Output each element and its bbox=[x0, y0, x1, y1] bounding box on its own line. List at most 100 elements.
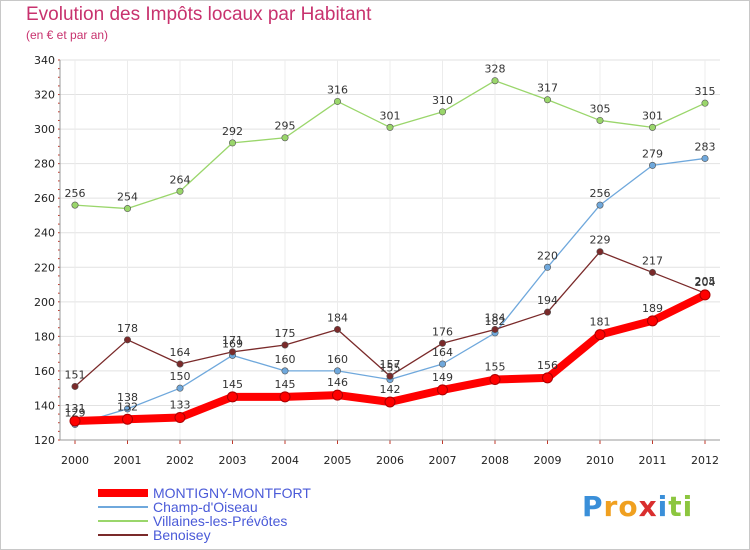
data-point bbox=[122, 413, 133, 425]
x-tick-label: 2002 bbox=[166, 454, 194, 467]
data-label: 295 bbox=[275, 120, 296, 133]
data-label: 182 bbox=[485, 315, 506, 328]
logo-letter: P bbox=[582, 490, 604, 523]
data-point bbox=[124, 336, 132, 344]
data-point bbox=[124, 205, 132, 213]
data-label: 220 bbox=[537, 249, 558, 262]
legend-swatch bbox=[98, 489, 148, 497]
data-label: 184 bbox=[327, 311, 348, 324]
data-label: 328 bbox=[485, 63, 506, 76]
x-tick-label: 2011 bbox=[639, 454, 667, 467]
data-label: 292 bbox=[222, 125, 243, 138]
data-point bbox=[438, 339, 446, 347]
legend-item: MONTIGNY-MONTFORT bbox=[98, 486, 311, 500]
data-point bbox=[542, 372, 553, 384]
legend-item: Villaines-les-Prévôtes bbox=[98, 514, 311, 528]
data-label: 194 bbox=[537, 294, 558, 307]
data-point bbox=[491, 77, 499, 85]
chart-subtitle: (en € et par an) bbox=[26, 28, 109, 42]
logo-letter: i bbox=[682, 490, 694, 523]
data-point bbox=[647, 315, 658, 327]
data-label: 156 bbox=[537, 359, 558, 372]
data-label: 149 bbox=[432, 371, 453, 384]
data-point bbox=[596, 116, 604, 124]
data-label: 279 bbox=[642, 147, 663, 160]
data-point bbox=[176, 187, 184, 195]
logo-letter: t bbox=[668, 490, 683, 523]
data-point bbox=[71, 201, 79, 209]
data-point bbox=[489, 374, 501, 386]
y-tick-label: 180 bbox=[34, 330, 55, 343]
data-label: 301 bbox=[380, 109, 401, 122]
data-label: 171 bbox=[222, 334, 243, 347]
data-label: 129 bbox=[65, 406, 86, 419]
data-point bbox=[124, 405, 132, 413]
legend-swatch bbox=[98, 534, 148, 536]
data-point bbox=[384, 396, 396, 408]
data-point bbox=[438, 108, 446, 116]
data-point bbox=[333, 367, 341, 375]
data-label: 164 bbox=[432, 346, 453, 359]
data-label: 157 bbox=[380, 358, 401, 371]
data-label: 176 bbox=[432, 325, 453, 338]
data-point bbox=[648, 268, 656, 276]
data-label: 131 bbox=[65, 402, 86, 415]
x-tick-label: 2006 bbox=[376, 454, 404, 467]
legend-swatch bbox=[98, 506, 148, 508]
data-point bbox=[281, 134, 289, 142]
data-label: 133 bbox=[170, 399, 191, 412]
data-label: 310 bbox=[432, 94, 453, 107]
y-tick-label: 340 bbox=[34, 54, 55, 67]
x-tick-label: 2004 bbox=[271, 454, 299, 467]
data-point bbox=[596, 201, 604, 209]
data-point bbox=[596, 248, 604, 256]
data-point bbox=[648, 161, 656, 169]
data-label: 151 bbox=[65, 368, 86, 381]
data-label: 145 bbox=[275, 378, 296, 391]
data-point bbox=[491, 325, 499, 333]
data-point bbox=[176, 384, 184, 392]
data-label: 256 bbox=[590, 187, 611, 200]
data-point bbox=[648, 123, 656, 131]
data-point bbox=[701, 99, 709, 107]
x-tick-label: 2000 bbox=[61, 454, 89, 467]
legend-label: Benoisey bbox=[153, 527, 211, 543]
data-label: 160 bbox=[275, 353, 296, 366]
logo-letter: x bbox=[638, 490, 658, 523]
data-label: 205 bbox=[695, 275, 716, 288]
logo-letter: r bbox=[603, 490, 619, 523]
data-point bbox=[701, 154, 709, 162]
legend-label: Villaines-les-Prévôtes bbox=[153, 513, 288, 529]
data-label: 146 bbox=[327, 376, 348, 389]
data-point bbox=[594, 329, 606, 341]
data-label: 132 bbox=[117, 400, 138, 413]
y-tick-label: 240 bbox=[34, 227, 55, 240]
data-label: 150 bbox=[170, 370, 191, 383]
y-tick-label: 300 bbox=[34, 123, 55, 136]
y-tick-label: 140 bbox=[34, 399, 55, 412]
data-point bbox=[437, 384, 448, 396]
data-label: 155 bbox=[380, 362, 401, 375]
data-label: 217 bbox=[642, 254, 663, 267]
data-point bbox=[227, 391, 238, 403]
chart-legend: MONTIGNY-MONTFORT Champ-d'Oiseau Villaines… bbox=[98, 486, 311, 542]
data-point bbox=[176, 360, 184, 368]
legend-label: MONTIGNY-MONTFORT bbox=[153, 485, 311, 501]
data-label: 305 bbox=[590, 102, 611, 115]
data-label: 175 bbox=[275, 327, 296, 340]
data-point bbox=[543, 308, 551, 316]
data-point bbox=[543, 263, 551, 271]
data-point bbox=[174, 412, 186, 424]
data-label: 315 bbox=[695, 85, 716, 98]
data-label: 254 bbox=[117, 191, 138, 204]
data-label: 229 bbox=[590, 234, 611, 247]
data-label: 184 bbox=[485, 311, 506, 324]
data-label: 189 bbox=[642, 302, 663, 315]
legend-item: Benoisey bbox=[98, 528, 311, 542]
data-label: 145 bbox=[222, 378, 243, 391]
data-label: 316 bbox=[327, 83, 348, 96]
data-point bbox=[229, 348, 237, 356]
data-point bbox=[699, 289, 711, 301]
